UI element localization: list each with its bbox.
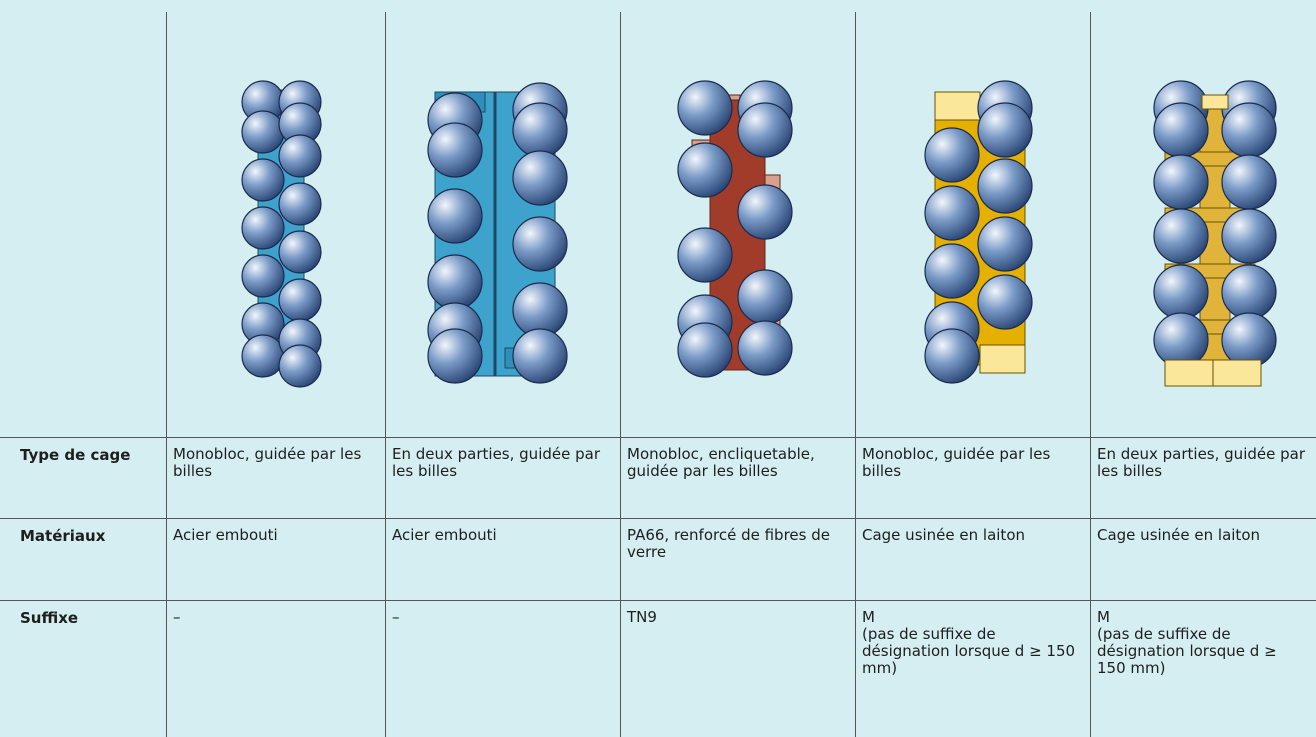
cell: TN9 bbox=[620, 600, 855, 737]
cell: Monobloc, guidée par les billes bbox=[855, 437, 1090, 518]
cell: Monobloc, encliquetable, guidée par les … bbox=[620, 437, 855, 518]
cell: – bbox=[166, 600, 385, 737]
cell: En deux parties, guidée par les billes bbox=[1090, 437, 1316, 518]
steel-cage-drawing bbox=[241, 80, 322, 388]
cage-image bbox=[620, 0, 855, 437]
cell: Acier embouti bbox=[385, 518, 620, 600]
cage-image bbox=[166, 0, 385, 437]
two-part-steel-cage-drawing bbox=[427, 82, 568, 384]
row-header: Suffixe bbox=[0, 600, 166, 737]
cell: En deux parties, guidée par les billes bbox=[385, 437, 620, 518]
cell: Cage usinée en laiton bbox=[855, 518, 1090, 600]
cage-image bbox=[855, 0, 1090, 437]
cell: – bbox=[385, 600, 620, 737]
row-header: Matériaux bbox=[0, 518, 166, 600]
cell: Monobloc, guidée par les billes bbox=[166, 437, 385, 518]
cell: PA66, renforcé de fibres de verre bbox=[620, 518, 855, 600]
cell: M (pas de suffixe de désignation lorsque… bbox=[855, 600, 1090, 737]
cell: M (pas de suffixe de désignation lorsque… bbox=[1090, 600, 1316, 737]
two-part-brass-cage-drawing bbox=[1153, 80, 1277, 387]
brass-cage-drawing bbox=[924, 80, 1033, 384]
cage-image bbox=[385, 0, 620, 437]
cage-image bbox=[1090, 0, 1316, 437]
cell: Cage usinée en laiton bbox=[1090, 518, 1316, 600]
row-header: Type de cage bbox=[0, 437, 166, 518]
cell: Acier embouti bbox=[166, 518, 385, 600]
polyamide-cage-drawing bbox=[677, 80, 793, 378]
empty-corner bbox=[0, 0, 166, 437]
